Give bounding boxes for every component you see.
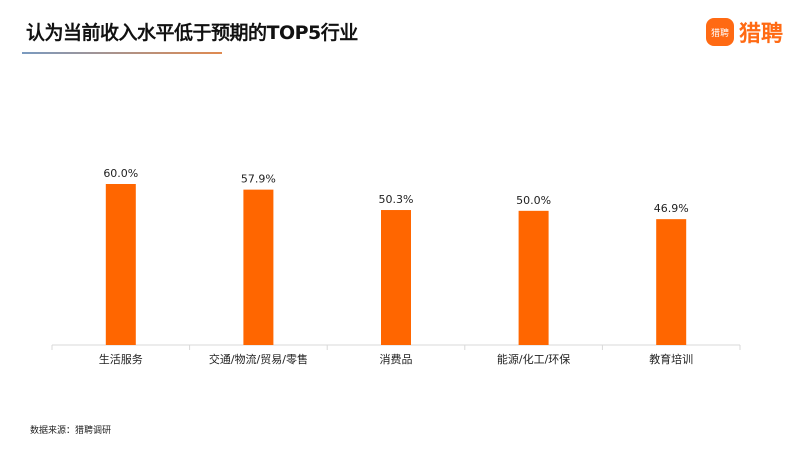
bar (381, 210, 411, 345)
data-label: 46.9% (654, 202, 689, 215)
category-label: 生活服务 (99, 352, 143, 366)
bar (518, 210, 549, 345)
category-label: 交通/物流/贸易/零售 (209, 352, 308, 366)
title-underline (22, 52, 222, 54)
logo-text: 猎聘 (739, 22, 784, 47)
data-label: 60.0% (103, 167, 138, 180)
data-label: 57.9% (241, 173, 276, 186)
category-label: 能源/化工/环保 (497, 352, 570, 366)
data-label: 50.0% (516, 194, 551, 207)
category-label: 消费品 (380, 352, 413, 366)
liepin-logo: 猎聘 猎聘 (706, 16, 783, 48)
bar (105, 184, 136, 345)
category-label: 教育培训 (649, 352, 693, 366)
data-label: 50.3% (379, 193, 414, 206)
data-source: 数据来源：猎聘调研 (30, 426, 112, 436)
bar (243, 189, 274, 345)
logo-icon: 猎聘 (706, 18, 734, 46)
page-title: 认为当前收入水平低于预期的TOP5行业 (26, 22, 358, 44)
bar (656, 219, 687, 345)
